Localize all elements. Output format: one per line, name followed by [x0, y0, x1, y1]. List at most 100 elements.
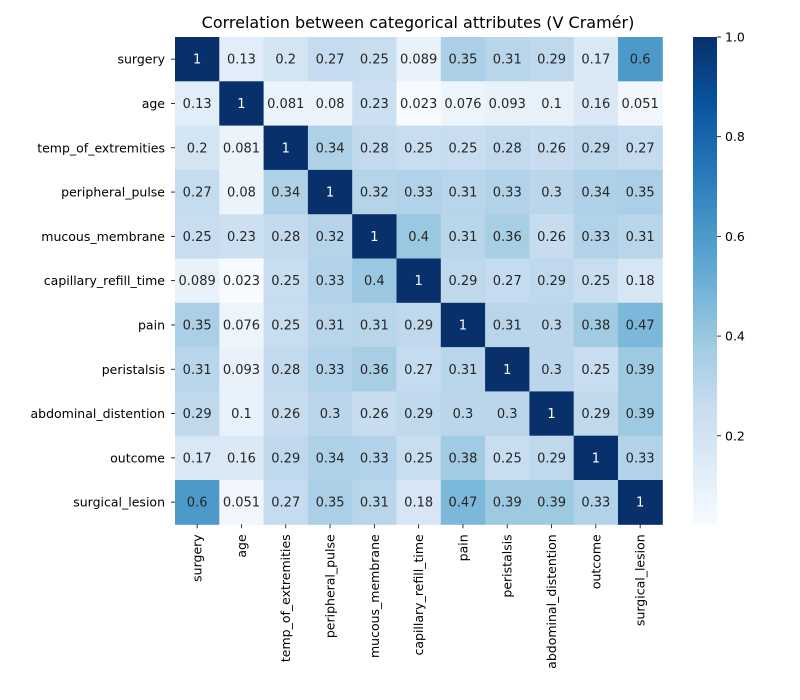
colorbar-gradient-step	[693, 195, 717, 200]
cell-value-label: 0.13	[183, 97, 212, 112]
colorbar-gradient-step	[693, 65, 717, 71]
heatmap-cell	[396, 435, 442, 481]
x-tick-label: surgical_lesion	[633, 534, 648, 626]
cell-value-label: 0.29	[404, 318, 433, 333]
cell-value-label: 0.25	[360, 53, 389, 68]
heatmap-cell	[485, 302, 530, 348]
cell-value-label: 0.16	[227, 451, 256, 466]
heatmap-cell	[396, 125, 442, 171]
cell-value-label: 0.29	[581, 141, 610, 156]
heatmap-cell	[396, 391, 442, 437]
colorbar-gradient-step	[693, 373, 717, 379]
cell-value-label: 1	[370, 230, 378, 245]
cell-value-label: 0.31	[360, 318, 389, 333]
heatmap-cell	[618, 480, 663, 525]
colorbar-gradient-step	[693, 333, 717, 338]
heatmap-cell	[618, 125, 663, 171]
colorbar-gradient-step	[693, 426, 717, 432]
colorbar-tick-label: 0.6	[725, 229, 745, 244]
y-tick-label: age	[142, 96, 166, 111]
cell-value-label: 0.33	[493, 186, 522, 201]
cell-value-label: 0.33	[360, 451, 389, 466]
x-tick-label: pain	[455, 534, 470, 561]
cell-value-label: 0.33	[316, 274, 345, 289]
heatmap-cell	[307, 302, 353, 348]
colorbar-gradient-step	[693, 264, 717, 269]
cell-value-label: 0.093	[223, 363, 260, 378]
cell-value-label: 0.26	[360, 407, 389, 422]
heatmap-cell	[219, 347, 265, 392]
colorbar-gradient-step	[693, 308, 717, 314]
x-tick-label: peripheral_pulse	[323, 534, 338, 638]
heatmap-cell	[440, 258, 486, 304]
colorbar-gradient-step	[693, 73, 717, 79]
colorbar-gradient-step	[693, 406, 717, 411]
heatmap-cell	[485, 435, 530, 481]
cell-value-label: 0.33	[404, 186, 433, 201]
cell-value-label: 0.32	[360, 186, 389, 201]
colorbar-gradient-step	[693, 386, 717, 391]
colorbar-gradient-step	[693, 349, 717, 355]
cell-value-label: 0.36	[360, 363, 389, 378]
y-tick-label: surgery	[117, 52, 165, 67]
colorbar-gradient-step	[693, 235, 717, 241]
heatmap-cell	[396, 37, 442, 82]
cell-value-label: 1	[547, 407, 555, 422]
heatmap-cell	[440, 81, 486, 127]
heatmap-cell	[352, 435, 397, 481]
cell-value-label: 0.25	[404, 451, 433, 466]
colorbar-gradient-step	[693, 450, 717, 456]
cell-value-label: 0.3	[320, 407, 341, 422]
colorbar-gradient-step	[693, 377, 717, 383]
cell-value-label: 1	[636, 496, 644, 511]
colorbar-gradient-step	[693, 410, 717, 416]
cell-value-label: 0.6	[630, 53, 651, 68]
colorbar-gradient-step	[693, 187, 717, 192]
cell-value-label: 0.35	[316, 496, 345, 511]
colorbar-gradient-step	[693, 515, 717, 521]
cell-value-label: 1	[193, 53, 201, 68]
cell-value-label: 0.25	[581, 363, 610, 378]
heatmap-cell	[485, 37, 530, 82]
x-tick-label: capillary_refill_time	[411, 534, 426, 656]
cell-value-label: 0.089	[400, 53, 437, 68]
heatmap-cell	[175, 435, 220, 481]
heatmap-cell	[440, 480, 486, 525]
colorbar-gradient-step	[693, 61, 717, 67]
heatmap-cell	[352, 302, 397, 348]
colorbar-gradient-step	[693, 215, 717, 221]
colorbar-gradient-step	[693, 430, 717, 436]
cell-value-label: 0.34	[581, 186, 610, 201]
colorbar-gradient-step	[693, 361, 717, 367]
colorbar-gradient-step	[693, 199, 717, 204]
heatmap-cell	[529, 125, 575, 171]
heatmap-cell	[352, 214, 397, 259]
colorbar-gradient-step	[693, 130, 717, 135]
heatmap-cell	[396, 214, 442, 259]
colorbar-gradient-step	[693, 126, 717, 131]
cell-value-label: 0.35	[183, 318, 212, 333]
colorbar-gradient-step	[693, 207, 717, 213]
cell-value-label: 0.023	[223, 274, 260, 289]
heatmap-cell	[175, 214, 220, 259]
colorbar-gradient-step	[693, 174, 717, 180]
heatmap-cell	[263, 214, 309, 259]
y-tick-label: peripheral_pulse	[61, 185, 165, 200]
colorbar-gradient-step	[693, 495, 717, 501]
cell-value-label: 0.33	[626, 451, 655, 466]
colorbar-gradient-step	[693, 300, 717, 306]
cell-value-label: 0.31	[448, 186, 477, 201]
cell-value-label: 0.28	[493, 141, 522, 156]
cell-value-label: 0.3	[541, 363, 562, 378]
cell-value-label: 0.25	[448, 141, 477, 156]
heatmap-cell	[618, 302, 663, 348]
colorbar-gradient-step	[693, 414, 717, 420]
cell-value-label: 0.28	[271, 230, 300, 245]
cell-value-label: 1	[592, 451, 600, 466]
colorbar-gradient-step	[693, 227, 717, 233]
colorbar-gradient-step	[693, 37, 717, 42]
cell-value-label: 0.39	[537, 496, 566, 511]
colorbar-gradient-step	[693, 519, 717, 525]
heatmap-cell	[263, 258, 309, 304]
cell-value-label: 0.27	[316, 53, 345, 68]
